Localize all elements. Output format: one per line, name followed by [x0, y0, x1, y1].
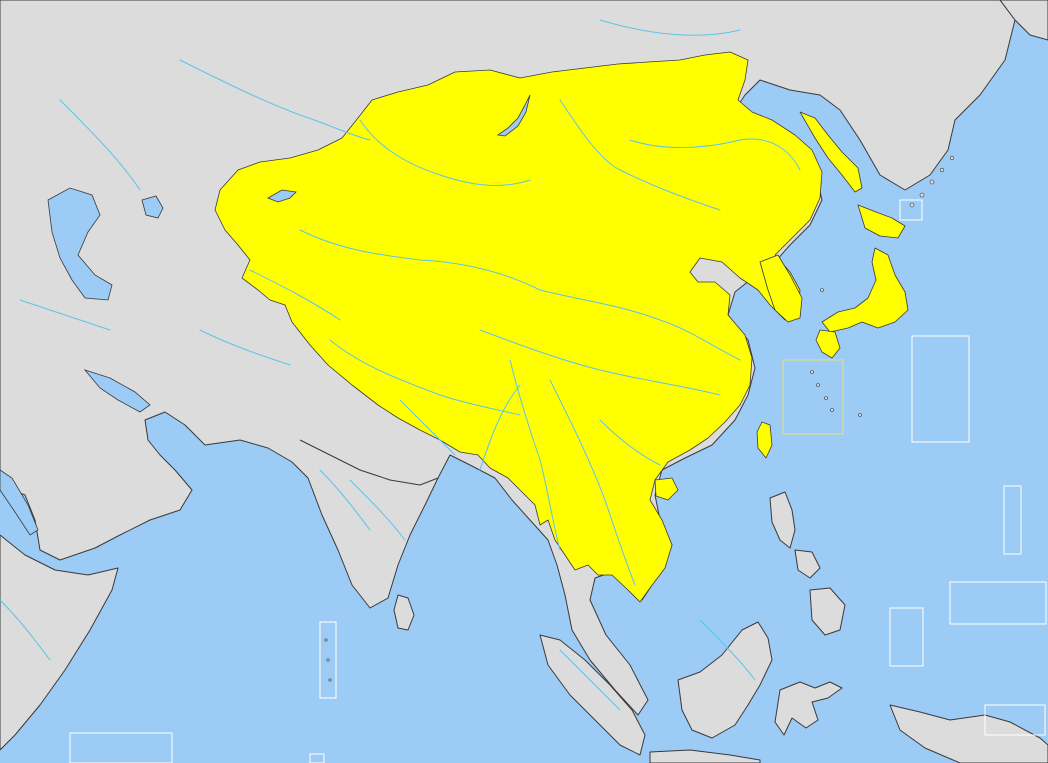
kuril-islands: [909, 155, 955, 208]
india-interior: [299, 439, 439, 486]
highlighted-sakhalin: [799, 111, 863, 193]
aral-sea: [141, 195, 164, 219]
highlighted-taiwan: [756, 421, 773, 459]
lake-balkhash: [267, 189, 297, 203]
inset-frame-8: [309, 753, 325, 763]
red-sea: [0, 469, 39, 536]
persian-gulf: [83, 369, 151, 413]
inset-frame-9: [984, 704, 1046, 736]
new-guinea: [889, 704, 1048, 763]
inset-frame-1: [911, 335, 970, 443]
inset-frame-ryukyu: [782, 359, 844, 435]
java: [649, 749, 761, 763]
sumatra: [539, 634, 646, 756]
highlighted-kyushu: [815, 329, 841, 359]
inset-frame-2: [1003, 485, 1022, 555]
highlighted-honshu: [821, 247, 909, 333]
philippines-visayas: [794, 549, 821, 579]
small-islets: [324, 288, 862, 682]
highlighted-hainan: [654, 477, 679, 501]
highlighted-hokkaido: [857, 204, 906, 239]
philippines-mindanao: [809, 587, 846, 636]
kamchatka: [999, 0, 1048, 41]
highlighted-korea: [759, 254, 803, 323]
africa-horn: [0, 534, 119, 751]
sulawesi: [774, 681, 843, 736]
lake-baikal: [496, 94, 531, 137]
sri-lanka: [393, 594, 415, 631]
inset-frame-5: [899, 199, 923, 221]
inset-frame-3: [949, 581, 1047, 625]
caspian-sea: [47, 187, 113, 301]
inset-frame-6: [319, 621, 337, 699]
inset-frames: [69, 199, 1047, 763]
borneo: [677, 621, 773, 739]
inset-frame-7: [69, 732, 173, 763]
inset-frame-4: [889, 607, 924, 667]
highlighted-territory-mainland: [214, 51, 823, 603]
philippines-luzon: [769, 491, 796, 549]
ryukyu-islands: [810, 370, 834, 412]
rivers: [0, 19, 801, 711]
